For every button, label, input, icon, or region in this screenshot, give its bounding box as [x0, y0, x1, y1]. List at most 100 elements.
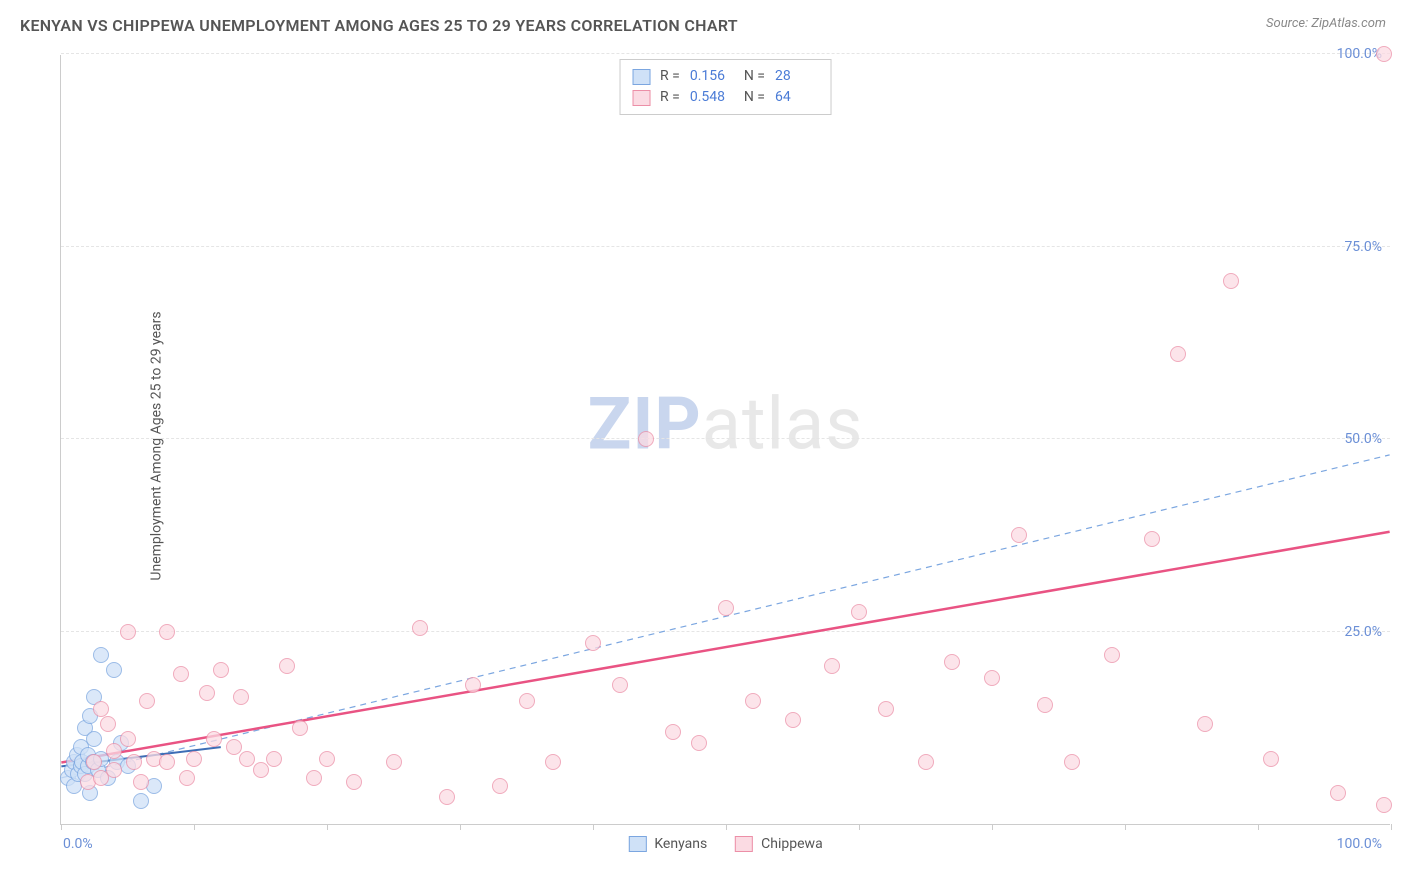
data-point — [106, 762, 122, 778]
r-label: R = — [660, 87, 680, 108]
data-point — [120, 624, 136, 640]
trend-line — [61, 532, 1389, 763]
legend-swatch-kenyans — [628, 836, 646, 852]
data-point — [1376, 46, 1392, 62]
data-point — [93, 701, 109, 717]
x-tick — [859, 824, 860, 830]
swatch-kenyans — [632, 69, 650, 85]
data-point — [173, 666, 189, 682]
n-value-kenyans: 28 — [775, 66, 819, 87]
data-point — [585, 635, 601, 651]
data-point — [691, 735, 707, 751]
data-point — [1144, 531, 1160, 547]
data-point — [1197, 716, 1213, 732]
data-point — [292, 720, 308, 736]
data-point — [545, 754, 561, 770]
data-point — [319, 751, 335, 767]
x-tick — [593, 824, 594, 830]
data-point — [226, 739, 242, 755]
data-point — [612, 677, 628, 693]
data-point — [918, 754, 934, 770]
data-point — [139, 693, 155, 709]
r-label: R = — [660, 66, 680, 87]
data-point — [386, 754, 402, 770]
x-tick — [1391, 824, 1392, 830]
correlation-row-kenyans: R = 0.156 N = 28 — [632, 66, 819, 87]
data-point — [824, 658, 840, 674]
trend-lines — [61, 55, 1390, 824]
data-point — [106, 743, 122, 759]
correlation-row-chippewa: R = 0.548 N = 64 — [632, 87, 819, 108]
r-value-kenyans: 0.156 — [690, 66, 734, 87]
data-point — [638, 431, 654, 447]
data-point — [439, 789, 455, 805]
x-tick — [61, 824, 62, 830]
data-point — [785, 712, 801, 728]
x-tick — [726, 824, 727, 830]
data-point — [133, 793, 149, 809]
data-point — [465, 677, 481, 693]
data-point — [199, 685, 215, 701]
data-point — [253, 762, 269, 778]
data-point — [106, 662, 122, 678]
n-label: N = — [744, 66, 765, 87]
n-label: N = — [744, 87, 765, 108]
data-point — [93, 647, 109, 663]
data-point — [179, 770, 195, 786]
data-point — [1104, 647, 1120, 663]
x-tick — [992, 824, 993, 830]
series-legend: Kenyans Chippewa — [628, 836, 822, 852]
data-point — [306, 770, 322, 786]
data-point — [86, 754, 102, 770]
data-point — [1037, 697, 1053, 713]
data-point — [492, 778, 508, 794]
data-point — [126, 754, 142, 770]
legend-label-chippewa: Chippewa — [761, 836, 823, 852]
data-point — [239, 751, 255, 767]
data-point — [1330, 785, 1346, 801]
x-tick — [1258, 824, 1259, 830]
data-point — [133, 774, 149, 790]
data-point — [346, 774, 362, 790]
data-point — [851, 604, 867, 620]
data-point — [206, 731, 222, 747]
data-point — [878, 701, 894, 717]
data-point — [279, 658, 295, 674]
legend-item-kenyans: Kenyans — [628, 836, 707, 852]
x-tick — [460, 824, 461, 830]
data-point — [519, 693, 535, 709]
correlation-legend: R = 0.156 N = 28 R = 0.548 N = 64 — [619, 59, 832, 115]
x-tick — [194, 824, 195, 830]
data-point — [1376, 797, 1392, 813]
data-point — [665, 724, 681, 740]
data-point — [718, 600, 734, 616]
x-axis-max-label: 100.0% — [1337, 836, 1382, 852]
grid-line — [61, 53, 1390, 54]
data-point — [1223, 273, 1239, 289]
data-point — [100, 716, 116, 732]
x-axis-min-label: 0.0% — [63, 836, 93, 852]
n-value-chippewa: 64 — [775, 87, 819, 108]
scatter-plot-area: ZIPatlas 25.0%50.0%75.0%100.0% R = 0.156… — [60, 55, 1390, 825]
data-point — [213, 662, 229, 678]
x-tick — [327, 824, 328, 830]
legend-label-kenyans: Kenyans — [654, 836, 707, 852]
legend-item-chippewa: Chippewa — [735, 836, 823, 852]
data-point — [1170, 346, 1186, 362]
r-value-chippewa: 0.548 — [690, 87, 734, 108]
data-point — [120, 731, 136, 747]
legend-swatch-chippewa — [735, 836, 753, 852]
data-point — [186, 751, 202, 767]
data-point — [1064, 754, 1080, 770]
data-point — [159, 624, 175, 640]
x-tick — [1125, 824, 1126, 830]
source-attribution: Source: ZipAtlas.com — [1266, 16, 1386, 31]
data-point — [745, 693, 761, 709]
data-point — [266, 751, 282, 767]
data-point — [984, 670, 1000, 686]
data-point — [944, 654, 960, 670]
data-point — [1011, 527, 1027, 543]
data-point — [86, 731, 102, 747]
data-point — [159, 754, 175, 770]
data-point — [1263, 751, 1279, 767]
